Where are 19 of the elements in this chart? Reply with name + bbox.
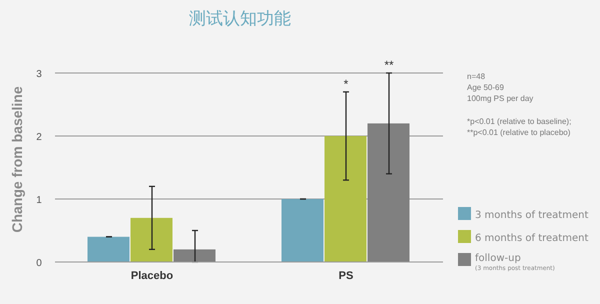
text: Age 50-69 xyxy=(467,83,504,92)
legend-label: 3 months of treatment xyxy=(475,210,588,221)
text: n=48 xyxy=(467,72,486,81)
legend-item: 3 months of treatment xyxy=(458,207,588,221)
x-tick-label: Placebo xyxy=(130,270,174,282)
annotation: * xyxy=(344,76,349,91)
text: *p<0.01 (relative to baseline); xyxy=(467,117,572,126)
y-tick-label: 3 xyxy=(36,69,42,80)
chart-title: 测试认知功能 xyxy=(189,9,291,29)
text: 100mg PS per day xyxy=(467,94,534,103)
text: ** xyxy=(384,58,394,72)
x-tick-label: PS xyxy=(338,270,354,282)
legend-label: 6 months of treatment xyxy=(475,233,588,244)
y-tick-label: 0 xyxy=(36,258,42,269)
y-tick-label: 2 xyxy=(36,132,42,143)
y-axis-title: Change from baseline xyxy=(9,86,25,233)
legend-item: 6 months of treatment xyxy=(458,230,588,244)
y-tick-label: 1 xyxy=(36,195,42,206)
text: **p<0.01 (relative to placebo) xyxy=(467,128,571,137)
